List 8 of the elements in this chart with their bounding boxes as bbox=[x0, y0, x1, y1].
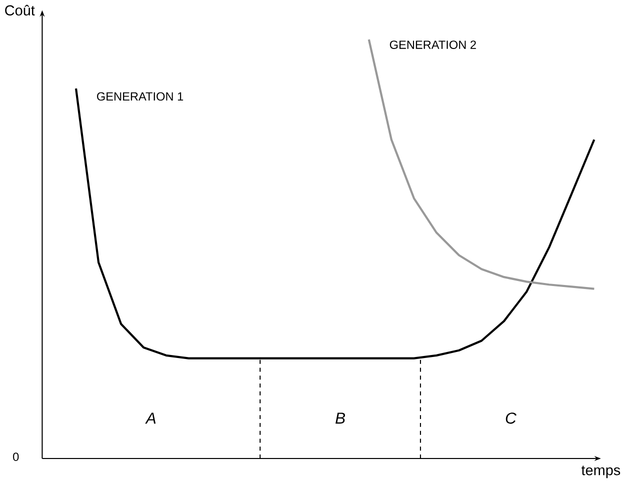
x-axis-title: temps bbox=[581, 466, 620, 478]
series-label: GENERATION 2 bbox=[390, 40, 476, 49]
series-label: GENERATION 1 bbox=[97, 92, 184, 101]
y-axis-title: Coût bbox=[5, 4, 35, 16]
annotation: A bbox=[145, 412, 156, 424]
annotation: B bbox=[336, 412, 346, 424]
text: 0 bbox=[13, 452, 19, 461]
annotation: C bbox=[506, 412, 516, 424]
